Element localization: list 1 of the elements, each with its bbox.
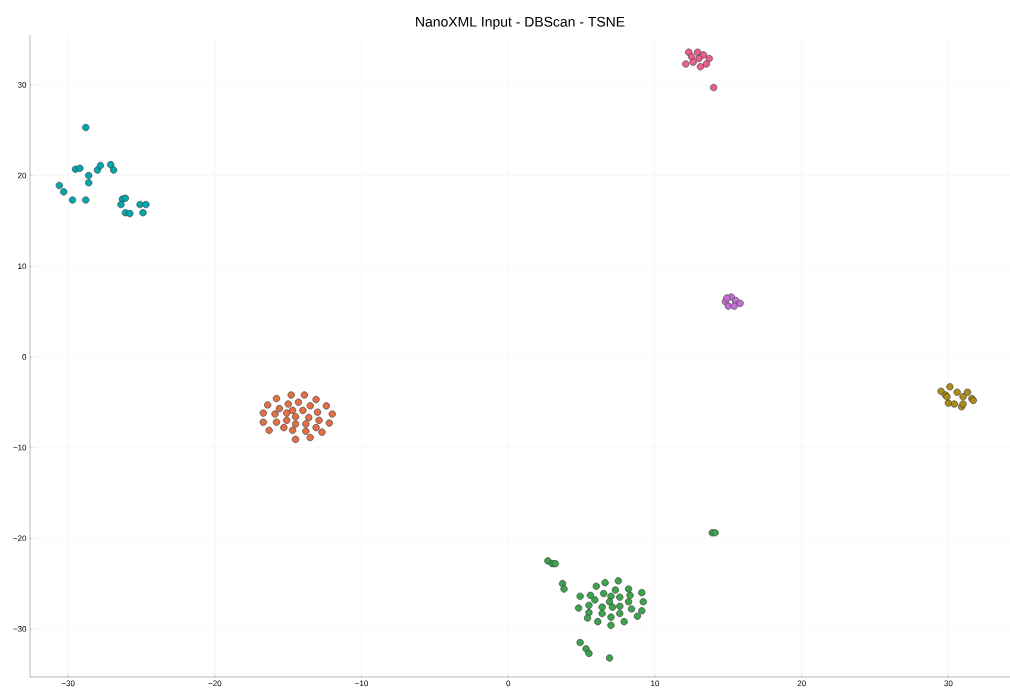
- chart-title: NanoXML Input - DBScan - TSNE: [416, 16, 625, 30]
